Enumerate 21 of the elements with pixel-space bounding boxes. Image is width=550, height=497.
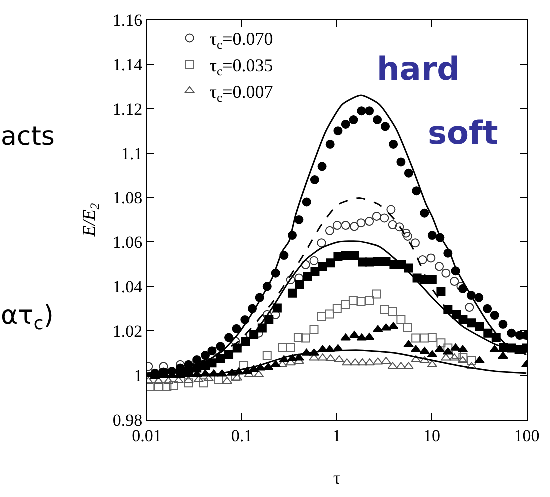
y-tick-label: 1.04 [112, 278, 144, 297]
y-tick-label: 1.08 [112, 188, 143, 208]
legend-label: τ$_{c}$=0.007 [210, 82, 274, 105]
y-tick-label: 1.12 [112, 100, 143, 119]
text: acts [1, 122, 55, 152]
annotation: soft [428, 114, 498, 152]
annotation: hard [377, 50, 460, 88]
y-tick-label: 1.06 [112, 233, 143, 252]
y-tick-label: 1.1 [121, 144, 143, 164]
x-tick-label: 1 [332, 426, 342, 446]
x-axis-title: τ [333, 468, 341, 488]
legend-label: τ$_{c}$=0.035 [210, 56, 274, 78]
x-tick-label: 10 [424, 426, 440, 446]
legend-label: τ$_{c}$=0.070 [210, 29, 274, 52]
y-tick-label: 1.16 [112, 10, 143, 30]
y-tick-label: 1.02 [112, 322, 143, 342]
x-tick-label: 100 [514, 426, 540, 446]
text: ατ$_{c}$) [1, 301, 54, 334]
y-tick-label: 1 [134, 366, 143, 386]
y-tick-label: 1.14 [112, 55, 144, 74]
x-tick-label: 0.1 [231, 426, 253, 446]
